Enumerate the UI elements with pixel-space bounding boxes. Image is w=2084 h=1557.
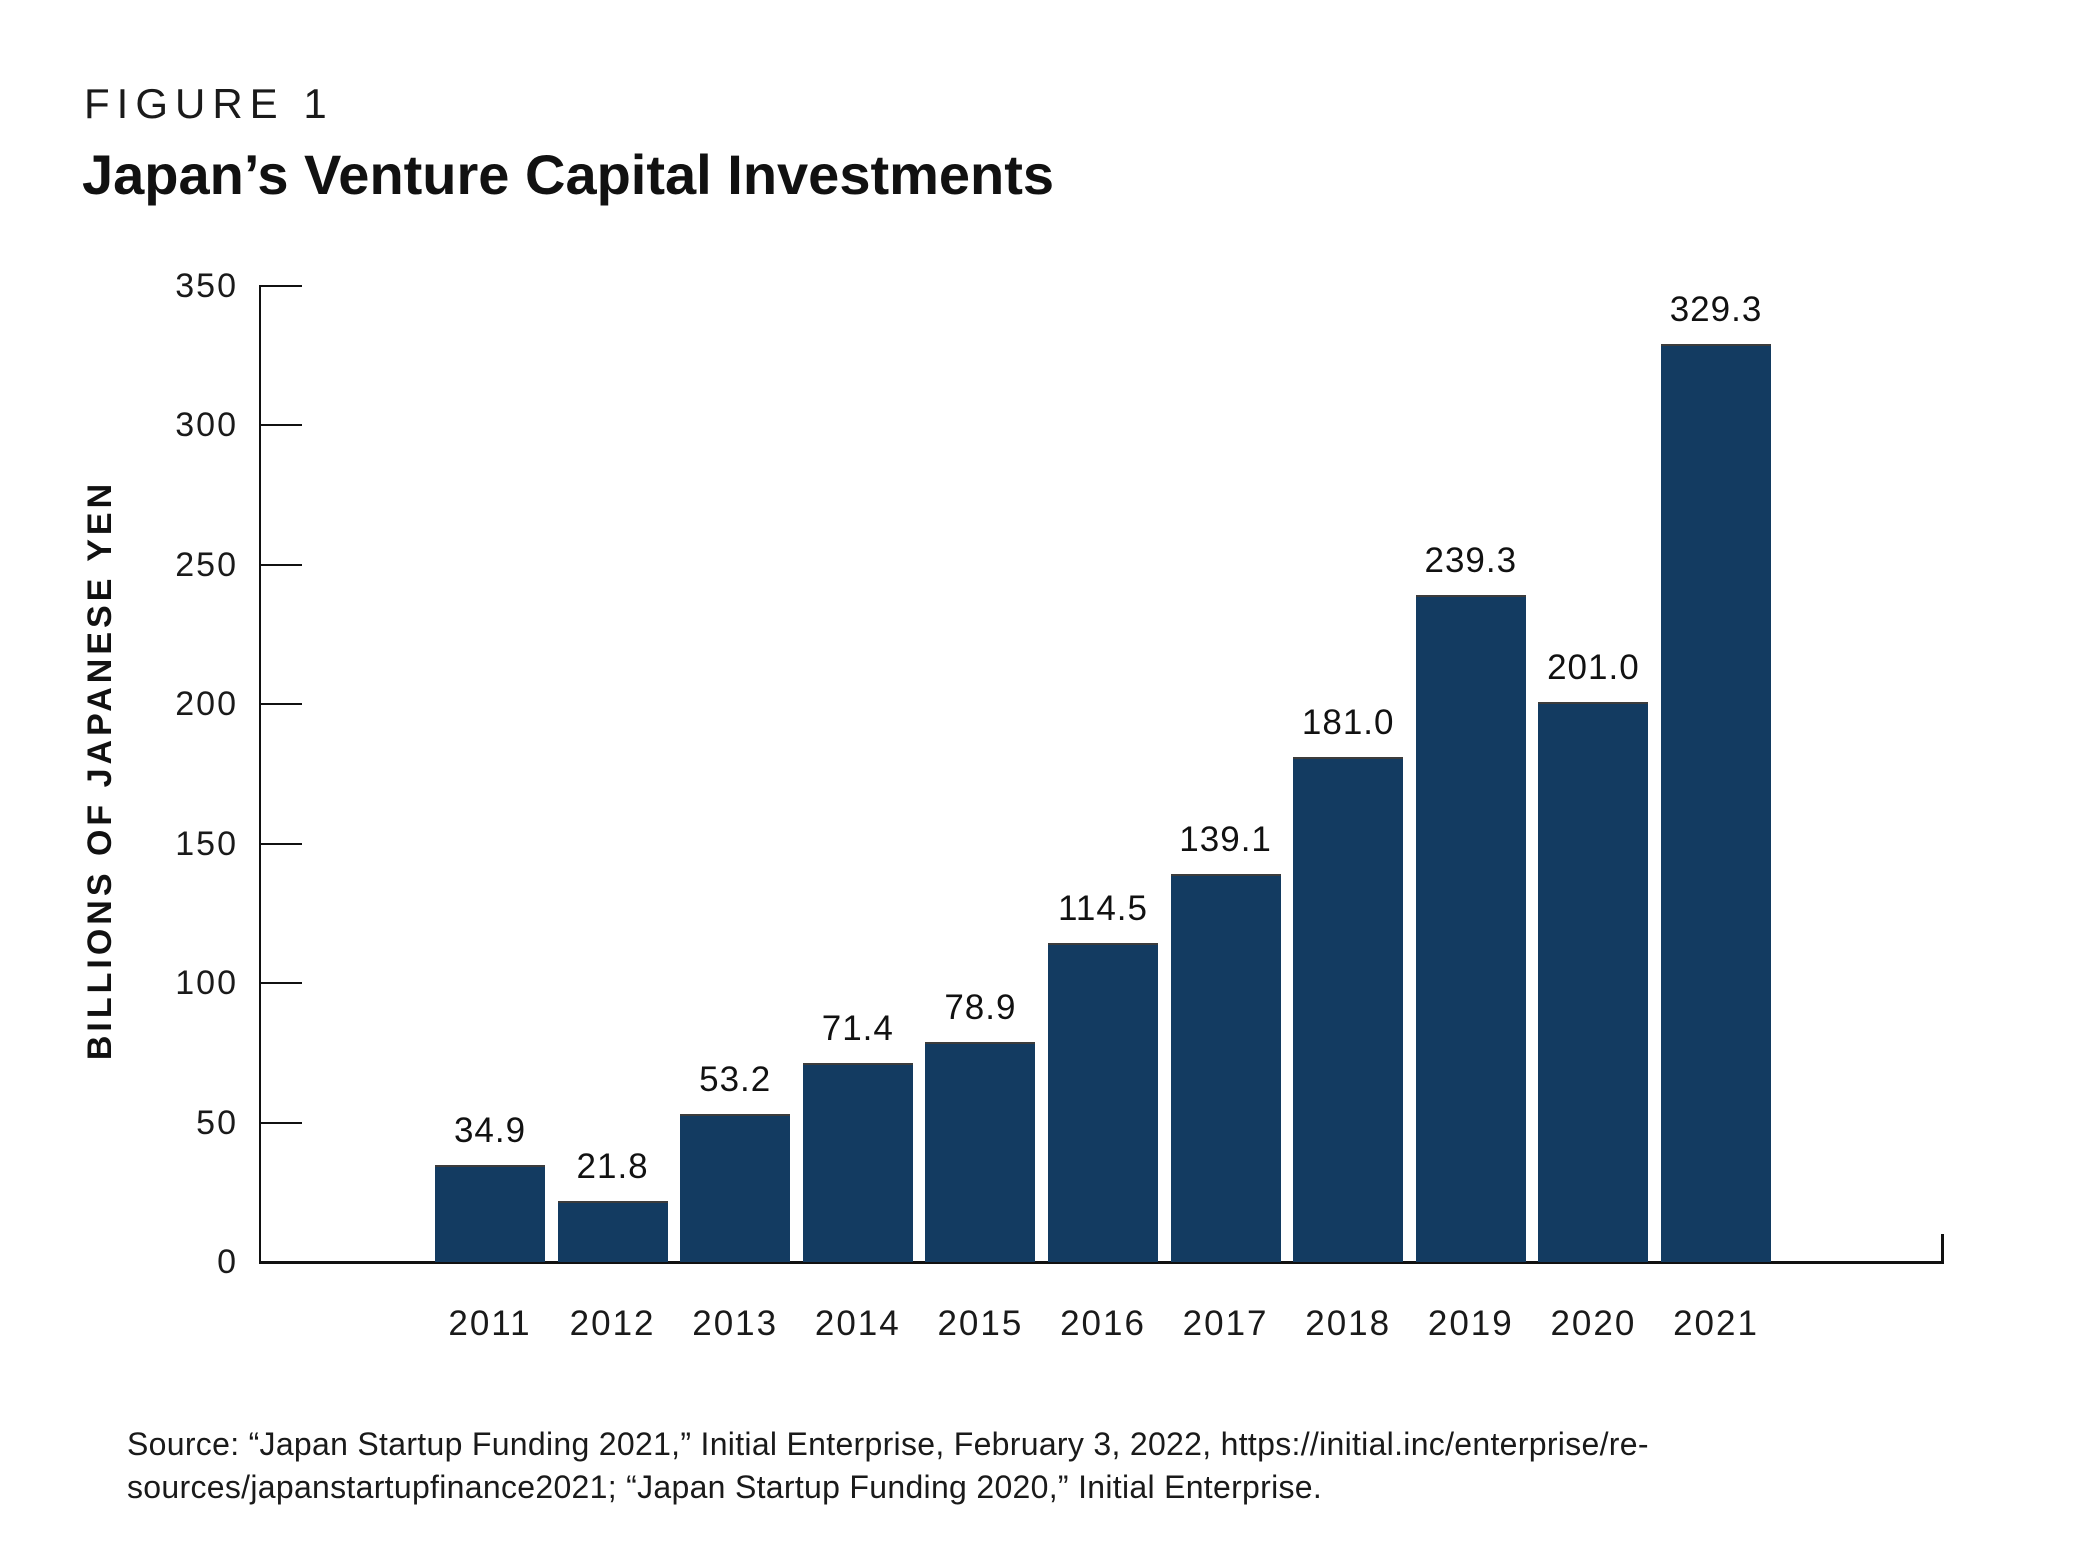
bar-value-label: 329.3 [1669,289,1763,329]
bar-2016 [1048,942,1158,1262]
source-line-2: sources/japanstartupfinance2021; “Japan … [127,1469,1323,1505]
y-axis-line [259,285,261,1263]
bar-value-label: 78.9 [944,988,1017,1027]
bar-value-label: 239.3 [1424,540,1518,580]
x-axis-tick-label: 2013 [692,1304,779,1343]
x-axis-tick-label: 2016 [1060,1304,1146,1343]
y-axis-tick-label: 50 [196,1103,238,1142]
x-axis-tick-label: 2019 [1427,1304,1514,1343]
bar-2019 [1415,594,1526,1262]
y-axis-tick-label: 200 [175,685,238,724]
y-axis-tick [260,563,302,566]
bar-value-label: 21.8 [576,1147,649,1187]
figure-kicker: FIGURE 1 [84,80,334,127]
bar-2021 [1661,343,1771,1262]
y-axis-tick-label: 350 [175,267,238,305]
figure-title: Japan’s Venture Capital Investments [82,143,1055,206]
bar-2015 [925,1042,1036,1262]
x-axis-tick-label: 2020 [1550,1304,1637,1343]
y-axis-tick-label: 0 [217,1243,238,1281]
y-axis-tick [260,703,302,706]
bar-2014 [802,1062,913,1262]
x-axis-tick-label: 2015 [937,1304,1024,1343]
bar-value-label: 34.9 [453,1110,527,1150]
y-axis-tick-label: 300 [175,406,238,445]
x-axis-tick-label: 2014 [814,1304,901,1343]
bar-2017 [1170,874,1281,1262]
source-line-1: Source: “Japan Startup Funding 2021,” In… [127,1426,1649,1462]
bar-2012 [557,1201,668,1262]
y-axis-tick [260,424,302,427]
x-axis-tick-label: 2012 [569,1304,656,1343]
bar-2018 [1293,757,1404,1262]
y-axis-tick [260,982,302,985]
y-axis-tick-label: 100 [175,964,238,1003]
x-axis-line [259,1261,1944,1264]
y-axis-tick-label: 150 [175,824,238,863]
y-axis-tick-label: 250 [175,545,238,584]
bar-value-label: 71.4 [821,1008,894,1048]
bar-2011 [435,1164,545,1262]
bar-value-label: 139.1 [1179,820,1272,860]
y-axis-tick [260,842,302,845]
bar-value-label: 53.2 [699,1059,772,1099]
bar-2020 [1538,701,1649,1262]
x-axis-tick-label: 2021 [1673,1304,1759,1343]
x-axis-tick-label: 2017 [1182,1304,1269,1343]
bar-value-label: 181.0 [1301,703,1395,743]
x-axis-tick-label: 2018 [1305,1304,1392,1343]
x-axis-end-tick [1941,1234,1944,1262]
source-note: Source: “Japan Startup Funding 2021,” In… [127,1423,1649,1509]
bar-value-label: 114.5 [1058,888,1148,928]
x-axis-tick-label: 2011 [448,1304,532,1343]
y-axis-tick [260,285,302,287]
y-axis-tick [260,1121,302,1124]
bar-2013 [680,1113,791,1262]
bar-value-label: 201.0 [1547,647,1640,687]
y-axis-tick [260,1261,302,1263]
